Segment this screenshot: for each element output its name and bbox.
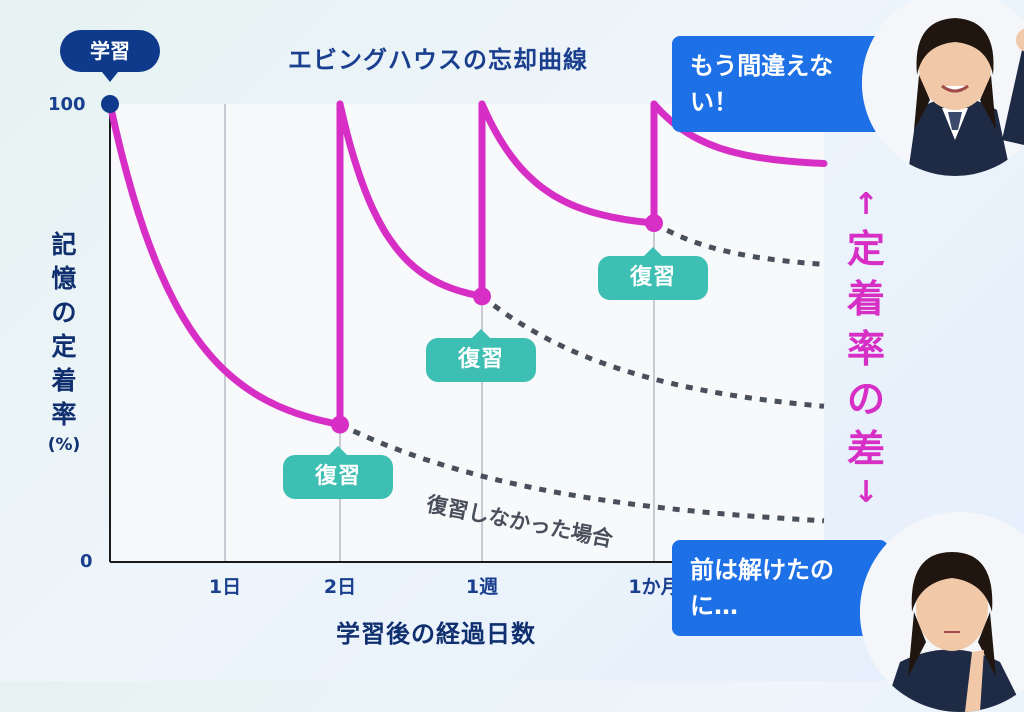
forgetting-curve-chart [101,95,828,563]
student-happy-icon [862,0,1024,176]
x-tick-2day: 2日 [323,576,357,598]
student-thinking-icon [860,512,1024,712]
y-tick-0: 0 [80,551,93,572]
chart-title: エビングハウスの忘却曲線 [288,46,588,74]
x-tick-1week: 1週 [465,576,499,598]
x-tick-1month: 1か月 [628,576,680,598]
no-review-curve-2 [652,220,825,267]
retention-difference-label: ↑ 定着率の差 ↓ [846,186,886,512]
x-axis-label: 学習後の経過日数 [336,620,536,648]
review-badge-2day: 復習 [283,446,393,499]
speech-bubble-bottom: 前は解けたのに… [672,540,902,636]
review-badge-1week: 復習 [426,329,536,382]
difference-text: 定着率の差 [846,227,885,471]
plot-area [110,104,824,562]
student-happy-photo [862,0,1024,176]
review-badge-1month: 復習 [598,247,708,300]
review-point-1 [473,287,491,306]
arrow-up-icon: ↑ [853,187,879,222]
review-point-0 [331,415,349,434]
x-tick-1day: 1日 [208,576,242,598]
student-thinking-photo [860,512,1024,712]
retention-segment-2 [336,100,486,300]
y-axis-label-text: 記憶の定着率 [51,230,77,429]
start-point [101,95,119,113]
y-axis-label: 記憶の定着率 (%) [44,228,84,458]
y-tick-100: 100 [48,94,86,115]
retention-segment-0 [106,100,344,429]
study-start-badge: 学習 [60,30,160,82]
speech-bubble-top: もう間違えない！ [672,36,900,132]
y-axis-unit: (%) [47,435,81,455]
review-point-2 [645,214,663,233]
arrow-down-icon: ↓ [853,475,879,510]
retention-segment-4 [478,100,658,227]
